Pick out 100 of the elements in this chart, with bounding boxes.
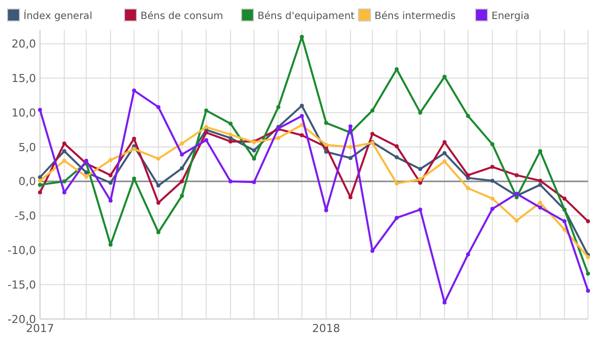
point — [586, 219, 590, 224]
point — [228, 132, 233, 137]
point — [300, 34, 304, 39]
point — [370, 248, 374, 253]
point — [538, 182, 542, 187]
point — [370, 132, 374, 136]
point — [276, 136, 280, 140]
point — [562, 219, 566, 224]
point — [442, 74, 447, 79]
point — [490, 164, 494, 169]
point — [180, 166, 184, 170]
legend-label: Béns intermedis — [374, 11, 456, 22]
point — [38, 175, 42, 180]
point — [394, 181, 399, 186]
point — [62, 190, 66, 194]
point — [108, 198, 113, 203]
point — [586, 288, 590, 293]
point — [180, 179, 184, 184]
point — [348, 195, 352, 200]
point — [156, 105, 160, 110]
y-tick-label: -5,0 — [14, 210, 36, 223]
point — [156, 230, 160, 234]
point — [348, 156, 352, 160]
point — [204, 125, 208, 130]
point — [252, 148, 256, 152]
point — [62, 149, 66, 154]
point — [180, 194, 184, 198]
point — [38, 108, 42, 112]
point — [562, 228, 566, 232]
point — [204, 130, 208, 135]
point — [394, 67, 399, 72]
point — [538, 200, 542, 205]
point — [466, 114, 470, 118]
point — [586, 272, 590, 276]
point — [418, 110, 422, 115]
point — [132, 136, 136, 141]
point — [490, 196, 494, 201]
point — [490, 206, 494, 211]
point — [514, 218, 519, 223]
point — [180, 142, 184, 146]
point — [156, 156, 160, 161]
point — [490, 178, 494, 183]
point — [442, 159, 447, 164]
point — [252, 180, 256, 184]
line-series — [38, 127, 590, 224]
point — [324, 120, 328, 125]
point — [442, 151, 447, 156]
legend-label: Índex general — [24, 9, 92, 22]
point — [466, 173, 470, 178]
point — [180, 152, 184, 157]
point — [418, 208, 422, 212]
point — [324, 208, 328, 212]
point — [348, 124, 352, 128]
point — [62, 179, 66, 184]
point — [442, 140, 447, 144]
point — [514, 173, 519, 178]
legend-label: Energia — [492, 11, 530, 22]
point — [38, 178, 42, 183]
point — [228, 179, 233, 184]
point — [538, 178, 542, 183]
point — [586, 255, 590, 260]
point — [466, 252, 470, 256]
point — [84, 174, 88, 179]
point — [108, 158, 113, 162]
point — [204, 108, 208, 113]
point — [276, 105, 280, 110]
point — [108, 180, 113, 185]
y-tick-label: 10,0 — [12, 106, 36, 120]
y-tick-label: 5,0 — [18, 140, 36, 154]
point — [466, 186, 470, 190]
point — [228, 122, 233, 126]
y-tick-label: 15,0 — [12, 72, 36, 86]
point — [394, 144, 399, 148]
point — [538, 149, 542, 154]
y-tick-label: -15,0 — [8, 278, 36, 292]
point — [394, 155, 399, 160]
point — [300, 104, 304, 108]
y-tick-label: -10,0 — [8, 244, 36, 258]
point — [300, 114, 304, 118]
point — [348, 144, 352, 149]
point — [108, 242, 113, 247]
point — [370, 108, 374, 113]
point — [394, 216, 399, 220]
point — [132, 147, 136, 152]
point — [418, 166, 422, 171]
point — [204, 138, 208, 142]
legend-label: Béns de consum — [140, 11, 224, 22]
point — [84, 170, 88, 174]
point — [62, 158, 66, 163]
x-tick-label: 2018 — [312, 322, 340, 335]
point — [300, 133, 304, 138]
point — [156, 200, 160, 205]
point — [38, 182, 42, 187]
point — [38, 190, 42, 194]
point — [156, 184, 160, 188]
x-tick-label: 2017 — [26, 322, 54, 335]
point — [108, 173, 113, 178]
point — [562, 196, 566, 201]
point — [62, 142, 66, 146]
point — [418, 177, 422, 182]
